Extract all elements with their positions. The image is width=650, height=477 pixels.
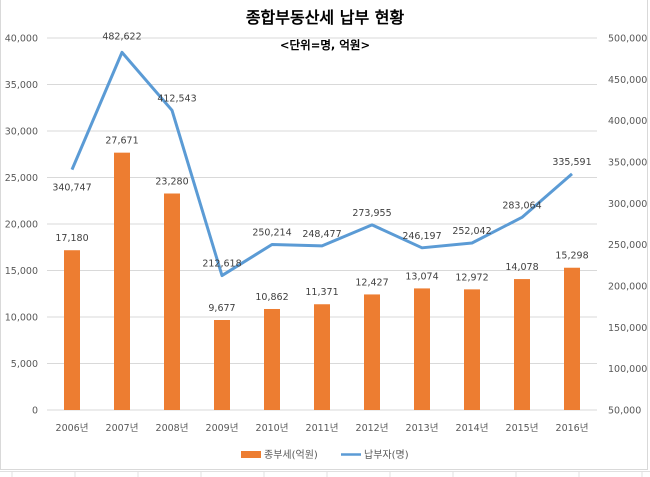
left-tick-label: 5,000: [11, 359, 38, 370]
x-tick-label: 2015년: [506, 423, 539, 434]
bar-data-label: 12,427: [355, 277, 388, 288]
legend: 종부세(억원) 납부자(명): [241, 449, 409, 461]
right-tick-label: 300,000: [608, 199, 647, 210]
line-data-label: 252,042: [452, 226, 491, 237]
line-data-label: 248,477: [302, 229, 341, 240]
line-data-label: 412,543: [157, 93, 196, 104]
right-axis: 50,000 100,000 150,000 200,000 250,000 300,00…: [608, 34, 647, 417]
left-tick-label: 0: [32, 406, 38, 417]
bar-data-label: 15,298: [555, 251, 588, 262]
right-tick-label: 100,000: [608, 364, 647, 375]
line-data-label: 212,618: [202, 259, 241, 270]
left-tick-label: 10,000: [5, 313, 38, 324]
x-tick-label: 2014년: [456, 423, 489, 434]
legend-label-line: 납부자(명): [364, 449, 409, 461]
bar-data-label: 11,371: [305, 287, 338, 298]
right-tick-label: 50,000: [608, 406, 641, 417]
x-axis: 2006년 2007년 2008년 2009년 2010년 2011년 2012년 2013년…: [56, 423, 589, 434]
x-tick-label: 2006년: [56, 423, 89, 434]
right-tick-label: 450,000: [608, 75, 647, 86]
right-tick-label: 200,000: [608, 282, 647, 293]
x-tick-label: 2016년: [556, 423, 589, 434]
legend-label-bar: 종부세(억원): [264, 449, 318, 461]
x-tick-label: 2012년: [356, 423, 389, 434]
x-tick-label: 2009년: [206, 423, 239, 434]
right-tick-label: 150,000: [608, 323, 647, 334]
bar-series: [64, 152, 580, 410]
bar: [514, 279, 530, 410]
left-tick-label: 30,000: [5, 127, 38, 138]
left-tick-label: 40,000: [5, 34, 38, 45]
left-tick-label: 20,000: [5, 220, 38, 231]
bar: [214, 320, 230, 410]
bar: [364, 294, 380, 410]
bar-data-labels: 17,180 27,671 23,280 9,677 10,862 11,371 12,42…: [55, 136, 588, 314]
bar-data-label: 27,671: [105, 136, 138, 147]
bar-data-label: 23,280: [155, 176, 188, 187]
bar-data-label: 12,972: [455, 272, 488, 283]
line-data-label: 340,747: [52, 183, 91, 194]
right-tick-label: 500,000: [608, 34, 647, 45]
x-tick-label: 2010년: [256, 423, 289, 434]
line-data-label: 335,591: [552, 157, 591, 168]
bar: [314, 304, 330, 410]
bar-data-label: 10,862: [255, 292, 288, 303]
bar: [64, 250, 80, 410]
bar: [414, 288, 430, 410]
bar: [564, 267, 580, 410]
spreadsheet-gridlines: [0, 471, 650, 477]
chart-subtitle: <단위=명, 억원>: [280, 38, 370, 52]
line-data-label: 273,955: [352, 208, 391, 219]
line-data-labels: 340,747 482,622 412,543 212,618 250,214 248,4…: [52, 31, 591, 269]
bar: [264, 308, 280, 410]
x-tick-label: 2011년: [306, 423, 339, 434]
right-tick-label: 250,000: [608, 240, 647, 251]
bar-data-label: 14,078: [505, 262, 538, 273]
left-tick-label: 25,000: [5, 173, 38, 184]
bar-data-label: 9,677: [208, 303, 235, 314]
bar: [164, 193, 180, 410]
line-data-label: 250,214: [252, 227, 291, 238]
line-data-label: 246,197: [402, 231, 441, 242]
line-series: [70, 50, 573, 278]
legend-swatch-bar: [241, 451, 261, 458]
bar-data-label: 13,074: [405, 271, 438, 282]
x-tick-label: 2013년: [406, 423, 439, 434]
line-path: [70, 50, 573, 278]
chart-title: 종합부동산세 납부 현황: [246, 8, 405, 27]
line-data-label: 283,064: [502, 200, 541, 211]
x-tick-label: 2007년: [106, 423, 139, 434]
line-data-label: 482,622: [102, 31, 141, 42]
left-axis: 0 5,000 10,000 15,000 20,000 25,000 30,000 35,0…: [5, 34, 38, 417]
left-tick-label: 35,000: [5, 80, 38, 91]
x-tick-label: 2008년: [156, 423, 189, 434]
right-tick-label: 350,000: [608, 158, 647, 169]
bar: [464, 289, 480, 410]
right-tick-label: 400,000: [608, 116, 647, 127]
left-tick-label: 15,000: [5, 266, 38, 277]
bar-data-label: 17,180: [55, 233, 88, 244]
bar: [114, 152, 130, 410]
